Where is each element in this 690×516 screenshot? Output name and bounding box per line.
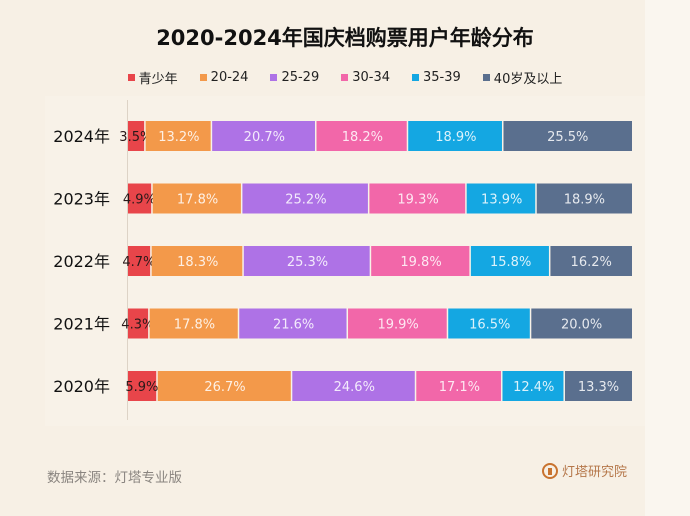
data-label: 24.6% (334, 380, 375, 395)
legend-item-teen: 青少年 (127, 68, 178, 87)
legend-label-30-34: 30-34 (352, 70, 391, 85)
category-label: 2020年 (53, 377, 110, 396)
bar-segment (128, 371, 157, 401)
bar-segment (239, 308, 347, 339)
right-margin (645, 0, 690, 516)
data-source: 数据来源：灯塔专业版 (47, 470, 182, 486)
legend-swatch-teen (127, 74, 135, 81)
legend-label-teen: 青少年 (138, 72, 178, 87)
bar-segment (416, 371, 501, 401)
bar-segment (369, 183, 466, 214)
legend-label-35-39: 35-39 (423, 70, 461, 85)
data-label: 17.8% (177, 193, 218, 208)
legend-item-30-34: 30-34 (341, 70, 390, 85)
legend-swatch-40-plus (482, 74, 490, 81)
legend-swatch-25-29 (270, 74, 278, 81)
bar-segment (212, 121, 315, 151)
legend-swatch-20-24 (199, 74, 207, 81)
data-label: 17.8% (174, 318, 215, 333)
legend-item-40-plus: 40岁及以上 (482, 68, 563, 87)
data-label: 25.3% (287, 255, 328, 270)
bar-segment (448, 308, 530, 339)
data-label: 18.3% (177, 255, 218, 270)
data-label: 19.8% (400, 255, 441, 270)
data-label: 20.0% (561, 318, 602, 333)
data-label: 12.4% (513, 380, 554, 395)
brand: 灯塔研究院 (542, 461, 627, 480)
bar-segment (550, 246, 632, 276)
category-label: 2023年 (53, 190, 110, 209)
legend-label-40-plus: 40岁及以上 (493, 72, 563, 87)
legend-swatch-30-34 (341, 74, 349, 81)
category-label: 2021年 (53, 315, 110, 334)
data-label: 13.9% (481, 193, 522, 208)
bar-segment (128, 308, 149, 339)
bar-segment (531, 308, 632, 339)
bar-segment (152, 183, 241, 214)
bar-segment (503, 121, 632, 151)
bar-segment (151, 246, 243, 276)
bar-segment (145, 121, 211, 151)
legend-item-20-24: 20-24 (199, 70, 249, 85)
legend-swatch-35-39 (412, 74, 420, 81)
bar-segment (128, 183, 152, 214)
data-label: 18.9% (435, 130, 476, 145)
data-label: 25.5% (547, 130, 588, 145)
bar-segment (149, 308, 238, 339)
data-label: 25.2% (285, 193, 326, 208)
data-label: 4.7% (122, 255, 155, 270)
bar-segment (157, 371, 291, 401)
data-label: 4.9% (123, 193, 156, 208)
bar-segment (470, 246, 549, 276)
bar-segment (408, 121, 502, 151)
data-label: 3.5% (119, 130, 152, 145)
bar-segment (371, 246, 470, 276)
lighthouse-logo-icon (542, 462, 558, 479)
data-label: 16.2% (571, 255, 612, 270)
data-label: 21.6% (273, 318, 314, 333)
bar-segment (502, 371, 564, 401)
bar-segment (128, 246, 151, 276)
category-label: 2022年 (53, 252, 110, 271)
bar-segment (243, 246, 370, 276)
bar-segment (348, 308, 447, 339)
data-label: 16.5% (469, 318, 510, 333)
bar-segment (466, 183, 536, 214)
data-label: 13.2% (158, 130, 199, 145)
category-label: 2024年 (53, 127, 110, 146)
data-label: 19.9% (377, 318, 418, 333)
data-label: 4.3% (121, 318, 154, 333)
data-label: 17.1% (439, 380, 480, 395)
chart-title: 2020-2024年国庆档购票用户年龄分布 (156, 26, 534, 50)
data-label: 15.8% (490, 255, 531, 270)
data-label: 19.3% (397, 193, 438, 208)
bar-segment (316, 121, 407, 151)
data-label: 20.7% (244, 130, 285, 145)
data-label: 26.7% (204, 380, 245, 395)
data-label: 5.9% (125, 380, 158, 395)
bar-segment (564, 371, 632, 401)
legend: 青少年 20-24 25-29 30-34 35-39 40岁及以上 (0, 68, 690, 87)
bar-segment (292, 371, 415, 401)
bar-segment (536, 183, 632, 214)
legend-label-20-24: 20-24 (210, 70, 249, 85)
data-label: 18.2% (342, 130, 383, 145)
legend-label-25-29: 25-29 (281, 70, 320, 85)
bar-segment (128, 121, 145, 151)
brand-name: 灯塔研究院 (562, 465, 628, 480)
data-label: 13.3% (578, 380, 619, 395)
legend-item-25-29: 25-29 (270, 70, 319, 85)
legend-item-35-39: 35-39 (412, 70, 461, 85)
data-label: 18.9% (564, 193, 605, 208)
bar-segment (242, 183, 368, 214)
